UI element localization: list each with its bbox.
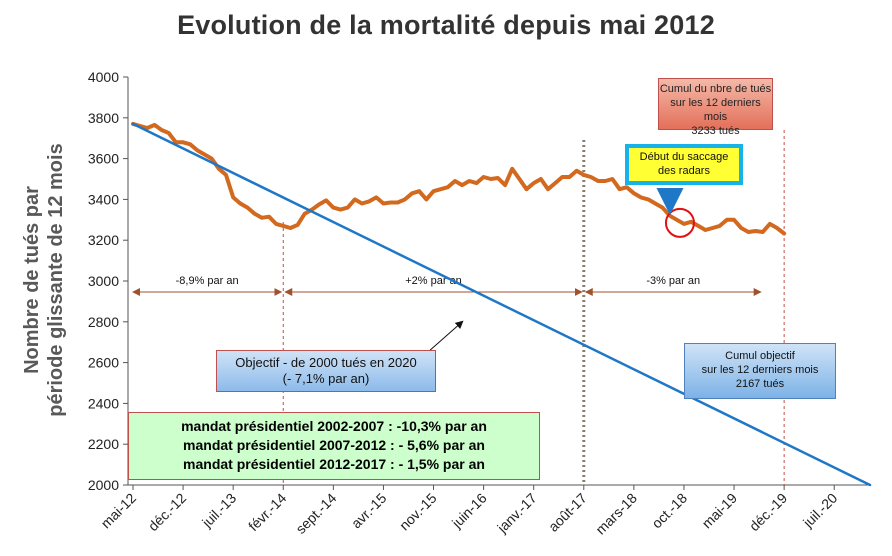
cumul-objectif-line3: 2167 tués [735, 378, 785, 390]
x-tick-label: oct.-18 [648, 490, 690, 532]
y-tick-label: 3800 [88, 110, 119, 126]
y-tick-label: 4000 [88, 69, 119, 85]
marks [427, 188, 695, 353]
saccage-line1: Début du saccage [639, 151, 729, 163]
x-tick-label: déc.-12 [145, 490, 189, 534]
x-tick-label: juil.-20 [799, 490, 840, 531]
x-tick-label: avr.-15 [348, 490, 390, 532]
x-tick-label: févr.-14 [245, 490, 289, 534]
cumul-objectif-box: Cumul objectif sur les 12 derniers mois … [684, 343, 836, 399]
x-tick-label: sept.-14 [292, 490, 339, 537]
y-tick-label: 2000 [88, 477, 119, 493]
saccage-line2: des radars [658, 165, 710, 177]
reference-lines [282, 130, 785, 485]
x-tick-label: janv.-17 [493, 490, 540, 537]
cumul-tues-line3: 3233 tués [691, 125, 740, 137]
objectif-line1: Objectif - de 2000 tués en 2020 [235, 355, 417, 370]
y-tick-label: 2600 [88, 355, 119, 371]
cumul-tues-box: Cumul du nbre de tués sur les 12 dernier… [658, 78, 773, 137]
y-axis-label-line1: Nombre de tués par [21, 186, 43, 374]
mandat-line1: mandat présidentiel 2002-2007 : -10,3% p… [181, 418, 487, 434]
series-line-actual [131, 121, 787, 236]
saccage-box: Début du saccage des radars [625, 144, 743, 185]
series [131, 121, 872, 487]
objectif-pointer [427, 320, 464, 353]
x-tick-label: août-17 [545, 490, 590, 535]
y-ticks: 4000 3800 3600 3400 3200 3000 2800 2600 2400 2200… [88, 69, 128, 493]
x-tick-label: juil.-13 [198, 490, 239, 531]
mandat-line3: mandat présidentiel 2012-2017 : - 1,5% p… [183, 456, 485, 472]
mandats-box: mandat présidentiel 2002-2007 : -10,3% p… [128, 412, 540, 480]
y-tick-label: 3400 [88, 191, 119, 207]
x-tick-label: mai-12 [98, 490, 140, 532]
x-tick-label: mai-19 [699, 490, 741, 532]
y-tick-label: 3600 [88, 151, 119, 167]
y-tick-label: 2800 [88, 314, 119, 330]
cumul-objectif-line2: sur les 12 derniers mois [701, 364, 819, 376]
x-tick-label: mars-18 [592, 490, 640, 538]
x-tick-label: nov.-15 [396, 490, 440, 534]
cumul-tues-line1: Cumul du nbre de tués [659, 83, 772, 95]
objectif-line2: (- 7,1% par an) [282, 371, 370, 386]
cumul-tues-line2: sur les 12 derniers mois [670, 97, 761, 123]
y-tick-label: 3200 [88, 232, 119, 248]
series-line-objectif [131, 122, 872, 487]
period-label-3: -3% par an [646, 275, 700, 287]
x-tick-label: juin-16 [448, 490, 490, 532]
y-tick-label: 2400 [88, 395, 119, 411]
x-ticks: mai-12 déc.-12 juil.-13 févr.-14 sept.-14 avr… [98, 485, 840, 538]
mandat-line2: mandat présidentiel 2007-2012 : - 5,6% p… [183, 437, 485, 453]
y-tick-label: 2200 [88, 436, 119, 452]
y-axis-label: Nombre de tués par période glissante de … [21, 143, 67, 416]
period-label-1: -8,9% par an [176, 275, 239, 287]
y-axis-label-line2: période glissante de 12 mois [45, 143, 67, 416]
cumul-objectif-line1: Cumul objectif [725, 350, 795, 362]
chart-title: Evolution de la mortalité depuis mai 201… [177, 10, 715, 40]
objectif-box: Objectif - de 2000 tués en 2020 (- 7,1% … [216, 350, 436, 392]
x-tick-label: déc.-19 [746, 490, 790, 534]
y-tick-label: 3000 [88, 273, 119, 289]
